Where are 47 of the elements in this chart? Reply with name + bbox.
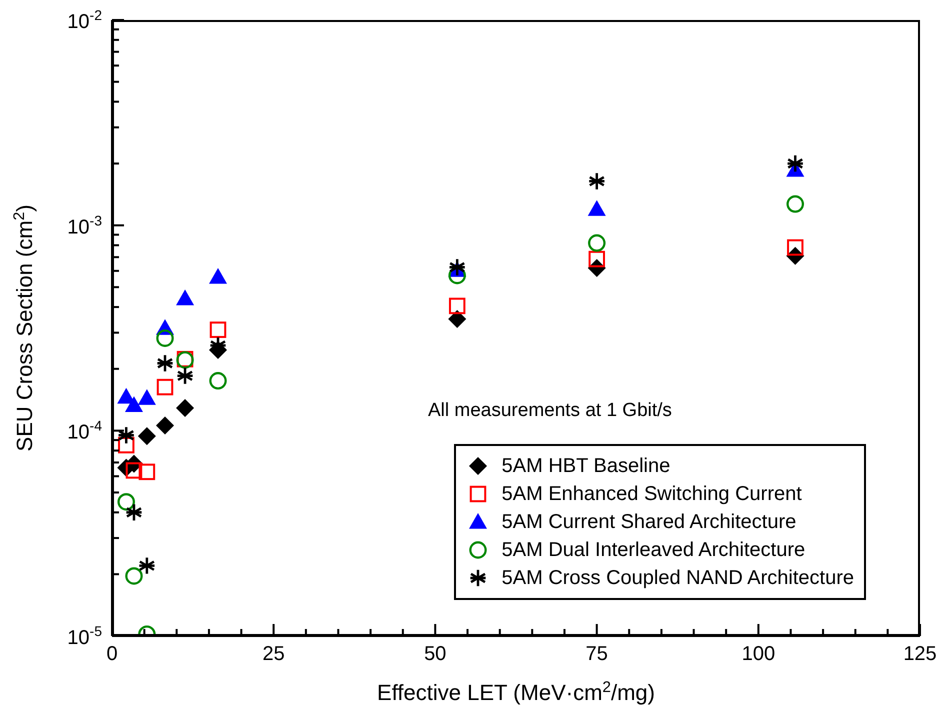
point bbox=[138, 556, 156, 575]
point bbox=[176, 398, 194, 417]
x-tick-label: 125 bbox=[903, 643, 936, 665]
point bbox=[125, 567, 143, 585]
point bbox=[138, 427, 156, 446]
x-tick-label: 0 bbox=[106, 643, 118, 665]
point bbox=[588, 200, 606, 216]
point bbox=[448, 298, 466, 314]
point bbox=[786, 154, 804, 173]
point bbox=[138, 389, 156, 405]
legend-label: 5AM HBT Baseline bbox=[502, 454, 670, 478]
point bbox=[786, 195, 804, 213]
point bbox=[209, 372, 227, 390]
point bbox=[156, 378, 174, 396]
legend-label: 5AM Enhanced Switching Current bbox=[502, 482, 802, 506]
point bbox=[176, 290, 194, 306]
point bbox=[210, 322, 226, 338]
point bbox=[126, 462, 142, 479]
y-tick-label: 10$^{-3}$ bbox=[67, 212, 102, 238]
x-tick-label: 25 bbox=[262, 643, 285, 665]
x-tick-label: 75 bbox=[586, 643, 608, 665]
point bbox=[588, 250, 605, 268]
x-tick-label: 50 bbox=[424, 643, 446, 665]
point bbox=[156, 354, 174, 373]
y-tick-label: 10$^{-2}$ bbox=[67, 7, 102, 33]
y-tick-label: 10$^{-4}$ bbox=[67, 418, 102, 444]
point bbox=[117, 493, 135, 511]
point bbox=[588, 234, 606, 252]
x-axis-title: Effective LET (MeV·cm$^{2}$/mg) bbox=[377, 678, 655, 705]
legend-label: 5AM Current Shared Architecture bbox=[502, 510, 796, 534]
point bbox=[588, 172, 606, 191]
y-tick-label: 10$^{-5}$ bbox=[67, 623, 102, 649]
point bbox=[448, 258, 466, 277]
point bbox=[156, 416, 174, 434]
point bbox=[124, 396, 143, 412]
point bbox=[138, 464, 156, 480]
point bbox=[209, 268, 228, 284]
point bbox=[448, 310, 466, 328]
legend-label: 5AM Dual Interleaved Architecture bbox=[502, 538, 806, 562]
point bbox=[156, 329, 174, 347]
point bbox=[125, 503, 143, 522]
point bbox=[118, 436, 134, 454]
annotation: All measurements at 1 Gbit/s bbox=[428, 400, 672, 421]
point bbox=[176, 366, 194, 386]
x-tick-label: 100 bbox=[742, 643, 776, 665]
point bbox=[787, 239, 804, 256]
legend-label: 5AM Cross Coupled NAND Architecture bbox=[502, 566, 854, 590]
